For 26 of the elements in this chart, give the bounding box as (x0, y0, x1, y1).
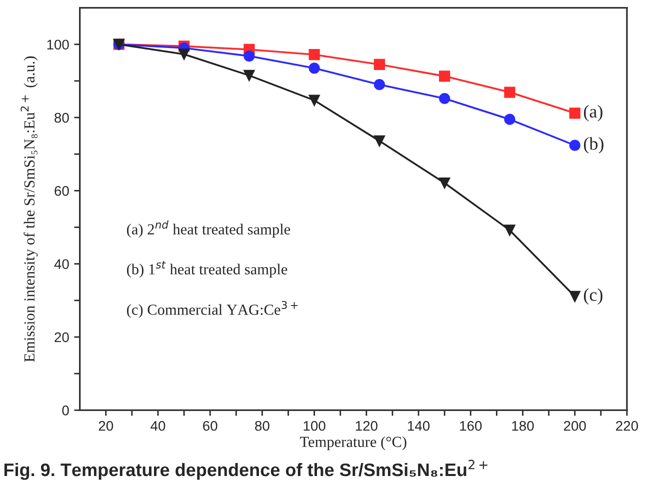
x-tick-label: 80 (255, 420, 270, 431)
annotation: (b) 1$^{st}$ heat treated sample (127, 260, 288, 278)
x-tick-label: 200 (564, 420, 586, 431)
x-tick-label: 180 (512, 420, 534, 431)
y-tick-label: 60 (54, 186, 69, 196)
caption: Fig. 9. Temperature dependence of the Sr/SmSi₅N₈:Eu$^{2+}$ (4, 460, 488, 480)
y-tick-label: 80 (54, 112, 69, 123)
x-tick-label: 100 (304, 420, 326, 431)
x-tick-label: 60 (203, 420, 218, 431)
x-tick-label: 40 (150, 420, 166, 431)
y-axis-title: Emission intensity of the Sr/SmSi₅N₈:Eu$^{2+}$ (a.u.) (20, 56, 38, 362)
y-tick-label: 0 (62, 406, 69, 416)
y-tick-label: 40 (54, 259, 69, 270)
series-label: (c) (584, 288, 602, 305)
y-tick-label: 100 (47, 40, 69, 50)
x-tick-label: 120 (356, 420, 378, 431)
x-tick-label: 220 (616, 420, 638, 431)
x-tick-label: 140 (408, 420, 430, 431)
y-tick-label: 20 (54, 332, 69, 342)
series-label: (b) (584, 137, 604, 154)
x-tick-label: 160 (460, 420, 482, 431)
series-label: (a) (584, 104, 602, 122)
annotation: (a) 2$^{nd}$ heat treated sample (127, 220, 290, 238)
x-tick-label: 20 (98, 420, 114, 431)
annotation: (c) Commercial YAG:Ce$^{3+}$ (127, 300, 298, 318)
x-axis-title: Temperature (°C) (300, 436, 406, 450)
